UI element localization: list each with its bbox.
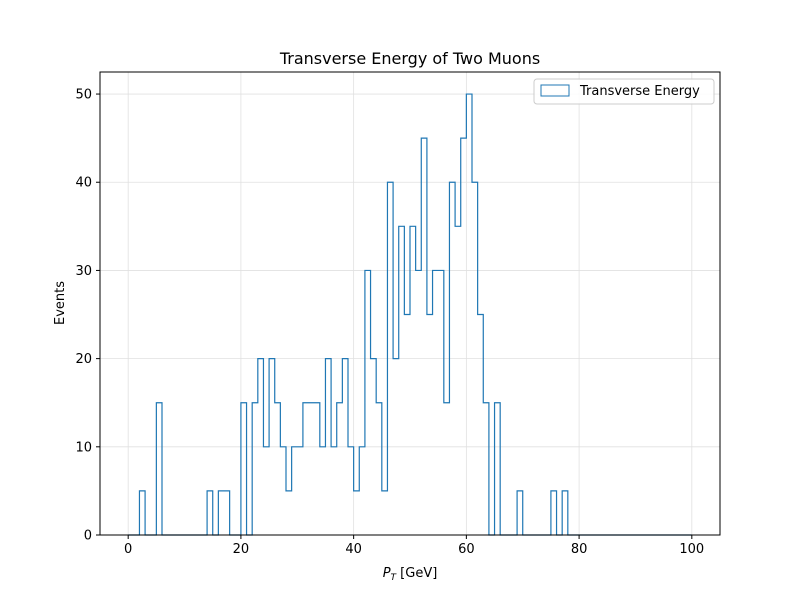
y-tick-label: 10 — [75, 440, 92, 455]
histogram-bin — [404, 315, 410, 535]
histogram-bin — [517, 491, 523, 535]
histogram-bin — [427, 315, 433, 535]
histogram-bin — [263, 447, 269, 535]
histogram-bin — [393, 359, 399, 535]
histogram-bin — [433, 270, 439, 535]
histogram-bin — [280, 447, 286, 535]
histogram-bin — [309, 403, 315, 535]
y-tick-label: 40 — [75, 176, 92, 191]
histogram-bin — [382, 491, 388, 535]
histogram-bin — [387, 182, 393, 535]
legend-box — [533, 78, 715, 105]
legend-swatch — [540, 84, 570, 97]
histogram-bin — [314, 403, 320, 535]
histogram-bin — [303, 403, 309, 535]
y-tick-label: 20 — [75, 352, 92, 367]
histogram-bin — [444, 403, 450, 535]
histogram-bin — [421, 138, 427, 535]
histogram-bin — [252, 403, 258, 535]
histogram-bin — [354, 491, 360, 535]
chart-title: Transverse Energy of Two Muons — [279, 49, 540, 68]
histogram-bin — [359, 447, 365, 535]
y-tick-label: 50 — [75, 88, 92, 103]
histogram-bin — [297, 447, 303, 535]
histogram-bin — [461, 138, 467, 535]
histogram-bin — [342, 359, 348, 535]
histogram-bin — [224, 491, 230, 535]
histogram-bin — [466, 94, 472, 535]
x-tick-label: 80 — [571, 542, 588, 557]
histogram-bin — [449, 182, 455, 535]
histogram-bin — [472, 182, 478, 535]
plot-frame — [99, 71, 721, 536]
histogram-bin — [410, 226, 416, 535]
histogram-bin — [483, 403, 489, 535]
histogram-bin — [376, 403, 382, 535]
histogram-bin — [455, 226, 461, 535]
y-axis-ticks: 0 10 20 30 40 50 — [75, 88, 100, 544]
histogram-bin — [348, 447, 354, 535]
histogram-bin — [562, 491, 568, 535]
y-axis-label: Events — [53, 281, 68, 325]
histogram-bin — [156, 403, 162, 535]
histogram-bin — [365, 270, 371, 535]
histogram-bin — [371, 359, 377, 535]
histogram-bin — [416, 270, 422, 535]
x-tick-label: 60 — [458, 542, 475, 557]
histogram-bin — [241, 403, 247, 535]
histogram-bin — [551, 491, 557, 535]
histogram-bin — [438, 270, 444, 535]
y-tick-label: 30 — [75, 264, 92, 279]
x-tick-label: 0 — [124, 542, 132, 557]
histogram-bin — [139, 491, 145, 535]
histogram-bin — [320, 447, 326, 535]
legend-label: Transverse Energy — [579, 84, 700, 99]
x-axis-label: PT [GeV] — [383, 566, 438, 583]
x-axis-ticks: 0 20 40 60 80 100 — [124, 535, 704, 557]
histogram-bin — [269, 359, 275, 535]
x-axis-label-main: P — [383, 566, 391, 581]
histogram-bin — [218, 491, 224, 535]
histogram-bin — [292, 447, 298, 535]
histogram-bin — [399, 226, 405, 535]
x-axis-label-subscript: T — [391, 573, 398, 583]
histogram-bin — [337, 403, 343, 535]
x-axis-label-unit: [GeV] — [396, 566, 437, 581]
histogram-bin — [207, 491, 213, 535]
legend: Transverse Energy — [533, 78, 715, 105]
histogram-bin — [275, 403, 281, 535]
y-tick-label: 0 — [84, 529, 92, 544]
histogram-bin — [258, 359, 264, 535]
x-tick-label: 20 — [233, 542, 250, 557]
histogram-bin — [325, 359, 331, 535]
histogram-bin — [286, 491, 292, 535]
histogram-bin — [495, 403, 501, 535]
histogram-bin — [331, 447, 337, 535]
x-tick-label: 40 — [345, 542, 362, 557]
histogram-bin — [478, 315, 484, 535]
x-tick-label: 100 — [679, 542, 704, 557]
